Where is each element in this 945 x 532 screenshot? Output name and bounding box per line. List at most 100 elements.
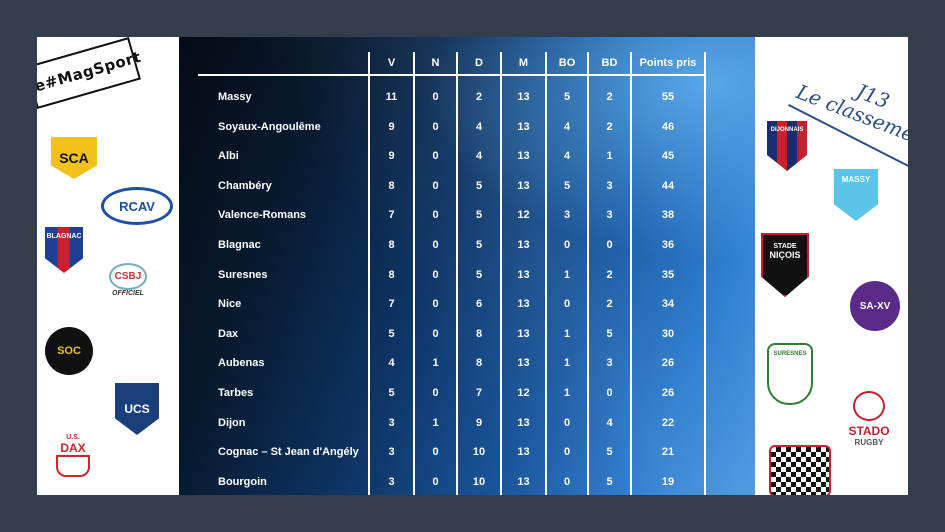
cell-bd: 3 [606,209,613,222]
table-row: Nice 7 0 6 13 0 2 34 [179,295,755,317]
team-name: Blagnac [218,239,261,251]
team-name: Chambéry [218,179,272,192]
cell-bo: 1 [563,387,571,399]
table-row: Blagnac 8 0 5 13 0 0 36 [179,236,755,258]
table-row: Suresnes 8 0 5 13 1 2 35 [179,266,755,288]
ucs-logo: UCS [115,383,159,435]
dijon-logo: DIJONNAIS [767,121,807,171]
massy-logo: MASSY [834,169,878,221]
team-name: Nice [218,298,242,311]
cell-n: 1 [432,416,439,429]
cell-bd: 3 [606,357,613,370]
cell-n: 0 [432,120,439,133]
suresnes-logo: SURESNES [767,343,813,405]
table-row: Chambéry 8 0 5 13 5 3 44 [179,177,755,199]
col-header: N [431,57,440,69]
cell-pts: 45 [661,150,675,163]
standings-panel: V N D M BO BD Points pris Massy 11 0 2 13 5 2 5… [179,37,755,495]
column-divider [456,52,458,495]
cell-v: 3 [388,446,395,459]
team-name: Cognac – St Jean d'Angély [218,446,359,459]
cell-pts: 36 [661,239,675,251]
cell-m: 13 [517,298,530,311]
cell-v: 5 [388,387,395,399]
cell-bd: 0 [606,387,613,399]
cell-pts: 38 [661,209,675,222]
cell-bo: 3 [563,209,571,222]
cell-pts: 30 [661,327,675,340]
cell-bo: 4 [563,150,571,163]
cell-d: 9 [475,416,483,429]
cell-pts: 44 [661,179,675,192]
cell-bd: 0 [606,239,613,251]
column-divider [500,52,502,495]
team-name: Tarbes [218,387,254,399]
cell-d: 8 [475,327,483,340]
cell-pts: 21 [661,446,675,459]
cell-pts: 46 [661,120,675,133]
team-name: Massy [218,91,252,103]
header-divider [198,74,706,76]
cell-m: 12 [517,387,530,399]
cell-n: 0 [432,150,439,163]
cell-bd: 2 [606,120,613,133]
cell-m: 13 [517,475,530,488]
cell-v: 9 [388,150,395,163]
team-name: Dijon [218,416,246,429]
cell-pts: 55 [661,91,675,103]
cell-bo: 1 [563,268,571,281]
rcav-logo: RCAV [101,187,173,225]
chambery-logo: SOC [45,327,93,375]
cell-m: 13 [517,446,530,459]
cell-bo: 0 [563,298,571,311]
cell-n: 0 [432,446,439,459]
cell-n: 0 [432,239,439,251]
team-name: Valence-Romans [218,209,307,222]
tarbes-logo: STADO RUGBY [839,385,899,447]
blagnac-logo: BLAGNAC [45,227,83,273]
cell-bd: 2 [606,298,613,311]
cell-m: 13 [517,327,530,340]
cell-v: 5 [388,327,395,340]
cell-m: 13 [517,268,530,281]
cell-m: 13 [517,357,530,370]
table-row: Valence-Romans 7 0 5 12 3 3 38 [179,206,755,228]
cell-n: 0 [432,91,439,103]
col-header: M [518,57,529,69]
table-row: Dax 5 0 8 13 1 5 30 [179,325,755,347]
table-row: Tarbes 5 0 7 12 1 0 26 [179,384,755,406]
cell-v: 8 [388,239,395,251]
valence-romans-logo [769,445,831,495]
cell-n: 0 [432,387,439,399]
cell-pts: 26 [661,357,675,370]
cell-bd: 3 [606,179,613,192]
cell-n: 0 [432,179,439,192]
cell-d: 2 [475,91,483,103]
column-divider [545,52,547,495]
cell-bd: 2 [606,268,613,281]
cell-bd: 1 [606,150,613,163]
dax-logo: U.S. DAX [51,429,95,481]
col-header: D [475,57,483,69]
cell-m: 12 [517,209,530,222]
team-name: Soyaux-Angoulême [218,120,321,133]
cell-bo: 5 [563,179,571,192]
cell-n: 0 [432,298,439,311]
cell-bd: 2 [606,91,613,103]
cell-pts: 19 [661,475,675,488]
nice-logo: STADE NIÇOIS [761,233,809,297]
table-row: Aubenas 4 1 8 13 1 3 26 [179,354,755,376]
cell-v: 8 [388,268,395,281]
table-row: Bourgoin 3 0 10 13 0 5 19 [179,473,755,495]
cell-bo: 0 [563,239,571,251]
cell-bd: 5 [606,446,613,459]
cell-pts: 22 [661,416,675,429]
cell-d: 5 [475,179,483,192]
cell-d: 10 [472,446,486,459]
cell-d: 4 [475,150,483,163]
table-row: Albi 9 0 4 13 4 1 45 [179,147,755,169]
column-divider [587,52,589,495]
table-row: Soyaux-Angoulême 9 0 4 13 4 2 46 [179,118,755,140]
cell-d: 5 [475,209,483,222]
cell-v: 4 [388,357,395,370]
